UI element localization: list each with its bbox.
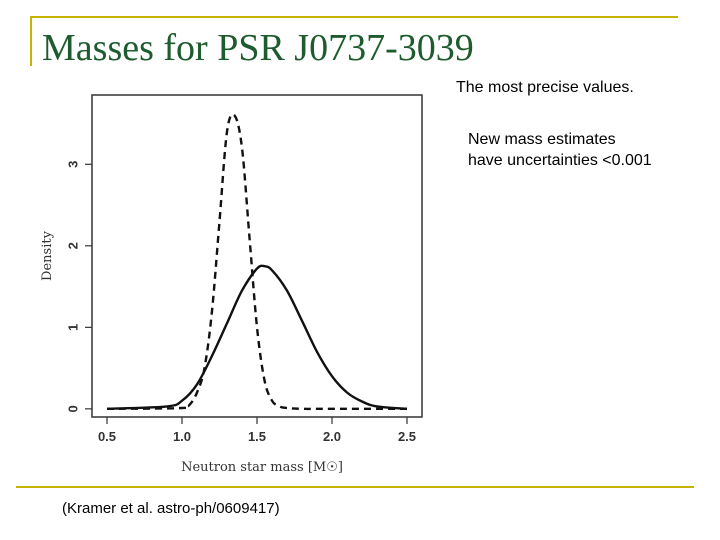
x-tick-label: 1.5 (248, 429, 266, 444)
x-tick-label: 0.5 (98, 429, 116, 444)
note-uncertainty: New mass estimates have uncertainties <0… (468, 129, 698, 171)
tick-group: 0.5 1.0 1.5 2.0 2.5 0 1 2 3 (65, 161, 416, 444)
x-tick-label: 2.5 (398, 429, 416, 444)
x-tick-label: 2.0 (323, 429, 341, 444)
frame-top-line (30, 16, 678, 18)
frame-left-line (30, 16, 32, 66)
y-axis-label: Density (40, 230, 55, 281)
y-tick-label: 2 (65, 242, 80, 249)
series-solid-line (106, 264, 408, 410)
note-line-1: New mass estimates (468, 131, 616, 148)
y-tick-label: 3 (65, 161, 80, 168)
note-precise-values: The most precise values. (456, 79, 634, 96)
frame-bottom-line (16, 486, 694, 488)
plot-frame (91, 94, 423, 418)
x-axis-label: Neutron star mass [M☉] (181, 460, 343, 475)
series-dashed-line (106, 113, 407, 411)
slide-title: Masses for PSR J0737-3039 (42, 27, 474, 69)
y-tick-label: 1 (65, 324, 80, 331)
note-line-2: have uncertainties <0.001 (468, 152, 652, 169)
citation: (Kramer et al. astro-ph/0609417) (62, 500, 280, 517)
y-tick-label: 0 (65, 405, 80, 412)
x-tick-label: 1.0 (173, 429, 191, 444)
